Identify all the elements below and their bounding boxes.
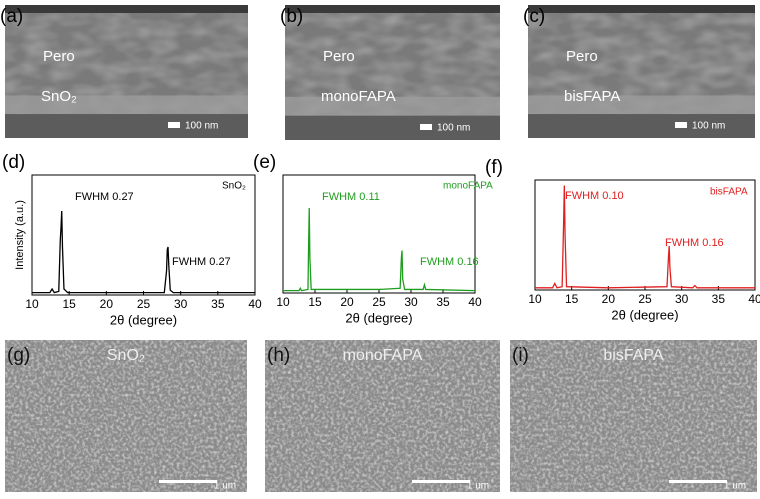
- layer-label: monoFAPA: [321, 88, 396, 105]
- layer-label: SnO₂: [41, 88, 77, 105]
- scale-bar: [412, 480, 470, 483]
- xrd-line: [283, 208, 476, 292]
- scale-label: 100 nm: [437, 123, 470, 134]
- scale-bar: [420, 124, 432, 130]
- sem-surface: [528, 5, 755, 13]
- annotation: FWHM 0.10: [565, 190, 624, 202]
- panel-label: (g): [7, 345, 30, 366]
- sem-surface: [285, 5, 500, 13]
- panel-label: (i): [512, 345, 529, 366]
- x-tick-label: 20: [340, 295, 354, 309]
- x-tick-label: 40: [248, 297, 262, 311]
- panel-label: (e): [253, 152, 276, 173]
- scale-bar: [168, 122, 180, 128]
- x-tick-label: 30: [174, 297, 188, 311]
- layer-label: Pero: [566, 48, 598, 65]
- panel-label: (a): [0, 6, 23, 27]
- x-tick-label: 15: [308, 295, 322, 309]
- x-tick-label: 20: [602, 292, 616, 306]
- sem-texture: [5, 340, 247, 492]
- x-tick-label: 25: [638, 292, 652, 306]
- x-tick-label: 30: [404, 295, 418, 309]
- annotation: FWHM 0.16: [665, 237, 724, 249]
- x-tick-label: 15: [565, 292, 579, 306]
- sem-interlayer: [5, 95, 248, 115]
- sem-substrate: [5, 114, 248, 138]
- plot-frame: [31, 174, 256, 296]
- x-tick-label: 40: [748, 292, 760, 306]
- sem-texture: [510, 340, 757, 492]
- x-tick-label: 30: [675, 292, 689, 306]
- x-tick-label: 40: [468, 295, 482, 309]
- panel-label: (d): [2, 152, 25, 173]
- sample-label: bisFAPA: [603, 347, 664, 364]
- sem-surface: [5, 5, 248, 13]
- x-tick-label: 10: [25, 297, 39, 311]
- legend-label: bisFAPA: [710, 187, 748, 198]
- panel-label: (f): [485, 157, 503, 178]
- x-tick-label: 35: [436, 295, 450, 309]
- panel-label: (h): [267, 345, 290, 366]
- sem-substrate: [528, 114, 755, 138]
- x-axis-label: 2θ (degree): [110, 312, 177, 327]
- scale-label: 1 um: [467, 481, 489, 492]
- sem-interlayer: [285, 96, 500, 116]
- annotation: FWHM 0.11: [322, 191, 380, 203]
- sample-label: SnO₂: [107, 347, 145, 364]
- scale-label: 100 nm: [692, 121, 725, 132]
- scale-bar: [669, 480, 727, 483]
- scale-bar: [159, 480, 217, 483]
- xrd-line: [535, 185, 755, 289]
- legend-label: SnO₂: [222, 181, 246, 192]
- layer-label: bisFAPA: [564, 88, 620, 105]
- sem-texture: [265, 340, 500, 492]
- x-tick-label: 15: [62, 297, 76, 311]
- x-tick-label: 25: [372, 295, 386, 309]
- sample-label: monoFAPA: [343, 347, 423, 364]
- scale-label: 100 nm: [185, 121, 218, 132]
- x-axis-label: 2θ (degree): [345, 310, 412, 325]
- y-axis-label: Intensity (a.u.): [14, 200, 26, 270]
- annotation: FWHM 0.27: [75, 191, 134, 203]
- x-tick-label: 35: [211, 297, 225, 311]
- annotation: FWHM 0.27: [172, 256, 231, 268]
- layer-label: Pero: [323, 48, 355, 65]
- scale-label: 1 um: [214, 481, 236, 492]
- x-tick-label: 20: [100, 297, 114, 311]
- x-axis-label: 2θ (degree): [611, 307, 678, 322]
- annotation: FWHM 0.16: [420, 256, 479, 268]
- layer-label: Pero: [43, 48, 75, 65]
- xrd-line: [32, 210, 255, 294]
- scale-bar: [675, 122, 687, 128]
- sem-substrate: [285, 115, 500, 140]
- x-tick-label: 10: [276, 295, 290, 309]
- panel-label: (c): [523, 6, 545, 27]
- panel-label: (b): [280, 6, 303, 27]
- x-tick-label: 10: [528, 292, 542, 306]
- scale-label: 1 um: [724, 481, 746, 492]
- sem-interlayer: [528, 95, 755, 115]
- x-tick-label: 25: [137, 297, 151, 311]
- x-tick-label: 35: [712, 292, 726, 306]
- legend-label: monoFAPA: [443, 181, 493, 192]
